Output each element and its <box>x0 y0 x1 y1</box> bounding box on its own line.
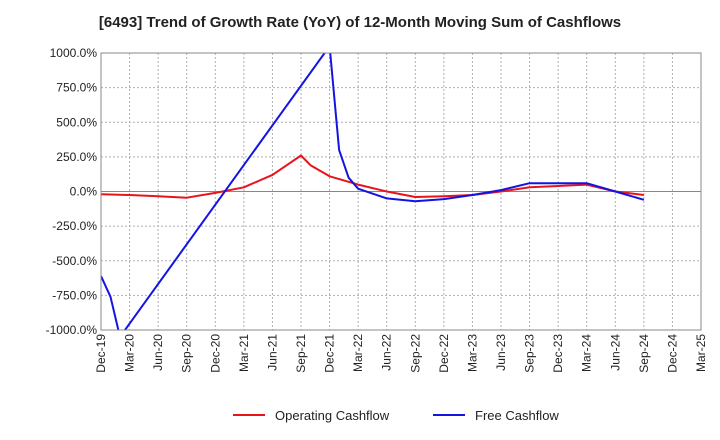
x-tick-label: Sep-23 <box>523 334 537 373</box>
y-tick-label: 500.0% <box>56 115 97 129</box>
y-tick-label: 750.0% <box>56 81 97 95</box>
series-line-operating-cashflow <box>101 154 645 199</box>
x-tick-label: Jun-21 <box>265 334 279 371</box>
plot-border <box>100 52 702 331</box>
x-tick-label: Dec-21 <box>323 334 337 373</box>
legend-label: Operating Cashflow <box>275 408 390 423</box>
x-tick-label: Dec-23 <box>551 334 565 373</box>
x-tick-label: Dec-20 <box>208 334 222 373</box>
x-tick-label: Sep-21 <box>294 334 308 373</box>
x-tick-label: Dec-24 <box>665 334 679 373</box>
x-tick-label: Mar-25 <box>694 334 708 372</box>
y-tick-label: 0.0% <box>70 185 98 199</box>
chart-title: [6493] Trend of Growth Rate (YoY) of 12-… <box>98 14 622 31</box>
x-tick-label: Mar-23 <box>465 334 479 372</box>
x-tick-label: Jun-20 <box>151 334 165 371</box>
x-tick-label: Jun-23 <box>494 334 508 371</box>
x-tick-label: Dec-22 <box>437 334 451 373</box>
y-tick-label: 250.0% <box>56 150 97 164</box>
y-tick-label: -250.0% <box>52 219 97 233</box>
legend-label: Free Cashflow <box>475 408 559 423</box>
x-tick-label: Sep-22 <box>408 334 422 373</box>
y-tick-label: 1000.0% <box>50 46 98 60</box>
series-line-free-cashflow <box>101 53 645 330</box>
x-tick-label: Sep-20 <box>180 334 194 373</box>
x-tick-label: Mar-24 <box>580 334 594 372</box>
x-tick-label: Jun-24 <box>608 334 622 371</box>
x-tick-label: Sep-24 <box>637 334 651 373</box>
x-tick-label: Mar-22 <box>351 334 365 372</box>
y-tick-label: -1000.0% <box>46 323 98 337</box>
y-tick-label: -500.0% <box>52 254 97 268</box>
x-tick-label: Mar-21 <box>237 334 251 372</box>
x-tick-label: Dec-19 <box>94 334 108 373</box>
y-tick-label: -750.0% <box>52 288 97 302</box>
x-tick-label: Jun-22 <box>380 334 394 371</box>
x-tick-label: Mar-20 <box>123 334 137 372</box>
